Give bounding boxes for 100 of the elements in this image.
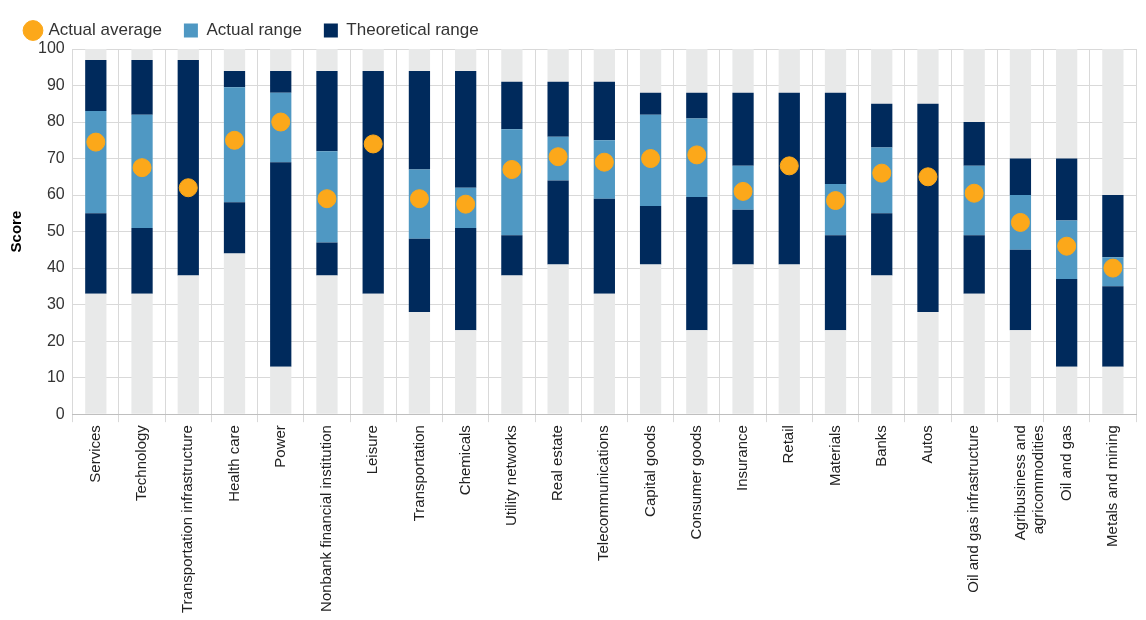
bar xyxy=(547,180,569,265)
bar xyxy=(732,264,754,414)
bar xyxy=(593,81,615,141)
bar xyxy=(1102,49,1124,196)
bar xyxy=(871,275,893,414)
bar xyxy=(408,311,431,414)
bar xyxy=(177,59,199,276)
bar xyxy=(963,49,985,123)
bar xyxy=(316,242,338,276)
bar xyxy=(1009,49,1032,159)
bar xyxy=(455,330,477,414)
x-tick-label: Transportation xyxy=(409,425,427,522)
bar xyxy=(85,49,107,60)
legend-label: Actual average xyxy=(48,20,162,40)
point xyxy=(779,156,799,176)
bar xyxy=(871,49,893,104)
bar xyxy=(547,49,569,82)
bar xyxy=(686,330,708,414)
bar xyxy=(871,103,893,148)
x-tick-label: Oil and gas xyxy=(1056,425,1074,502)
bar xyxy=(917,311,939,414)
bar xyxy=(639,206,662,265)
y-tick-label: 100 xyxy=(37,39,65,57)
y-axis-title: Score xyxy=(7,210,25,253)
bar xyxy=(593,198,615,294)
bar xyxy=(223,253,246,414)
bar xyxy=(917,49,939,104)
bar xyxy=(177,49,199,60)
x-tick-label: Materials xyxy=(825,425,843,486)
bar xyxy=(547,81,569,137)
bar xyxy=(824,92,847,185)
legend-label: Actual range xyxy=(206,20,302,40)
x-tick-label: Metals and mining xyxy=(1103,425,1121,547)
x-tick-label: Transportation infrastructure xyxy=(178,425,196,613)
bar xyxy=(131,49,153,60)
bar xyxy=(501,235,523,276)
bar xyxy=(501,275,523,414)
x-tick-label: Agribusiness and agricommodities xyxy=(1010,425,1046,541)
legend-label: Theoretical range xyxy=(346,20,479,40)
point xyxy=(363,134,383,154)
bar xyxy=(85,59,107,112)
bar xyxy=(223,202,246,254)
point xyxy=(225,130,244,150)
y-tick-label: 0 xyxy=(55,404,65,422)
y-tick-label: 70 xyxy=(46,148,65,166)
bar xyxy=(1056,279,1078,367)
bar xyxy=(131,227,153,294)
x-tick-label: Power xyxy=(270,425,288,468)
y-tick-label: 80 xyxy=(46,112,65,130)
x-tick-label: Oil and gas infrastructure xyxy=(964,425,982,593)
bar xyxy=(455,49,477,71)
bar xyxy=(455,227,477,331)
y-tick-label: 10 xyxy=(46,368,65,386)
bar xyxy=(131,59,153,115)
bar xyxy=(1009,249,1032,331)
bar xyxy=(270,366,292,414)
bar xyxy=(686,92,708,119)
bar xyxy=(1102,195,1124,258)
bar xyxy=(1102,286,1124,367)
bar xyxy=(177,275,199,414)
y-tick-label: 40 xyxy=(46,258,65,276)
bar xyxy=(270,49,292,71)
bar xyxy=(639,92,662,115)
x-tick-label: Telecommunications xyxy=(594,425,612,562)
bar xyxy=(593,293,615,414)
bar xyxy=(1009,330,1032,414)
bar xyxy=(316,275,338,414)
point xyxy=(178,178,198,198)
bar xyxy=(1056,158,1078,221)
bar xyxy=(408,238,431,312)
bar xyxy=(1056,366,1078,414)
point xyxy=(86,132,106,152)
bar xyxy=(270,162,292,367)
x-tick-label: Insurance xyxy=(733,425,751,492)
x-tick-label: Services xyxy=(85,425,103,483)
bar xyxy=(270,70,292,93)
bar xyxy=(1009,158,1032,196)
bar xyxy=(455,70,477,188)
x-tick-label: Consumer goods xyxy=(686,425,704,540)
bar xyxy=(85,293,107,414)
x-tick-label: Autos xyxy=(918,425,936,464)
bar xyxy=(362,70,384,294)
y-tick-label: 50 xyxy=(46,221,65,239)
bar xyxy=(316,49,338,71)
bar xyxy=(362,49,384,71)
bar xyxy=(732,92,754,166)
bar xyxy=(917,103,939,312)
point xyxy=(502,160,522,179)
bar xyxy=(223,49,246,71)
bar xyxy=(593,49,615,82)
bar xyxy=(408,49,431,71)
x-tick-label: Health care xyxy=(224,425,242,502)
bar xyxy=(824,49,847,93)
bar xyxy=(778,264,800,414)
point xyxy=(317,189,337,209)
point xyxy=(918,167,938,187)
bar xyxy=(639,49,662,93)
bar xyxy=(963,293,985,414)
x-tick-label: Nonbank financial institution xyxy=(317,425,335,612)
bar xyxy=(408,70,431,170)
